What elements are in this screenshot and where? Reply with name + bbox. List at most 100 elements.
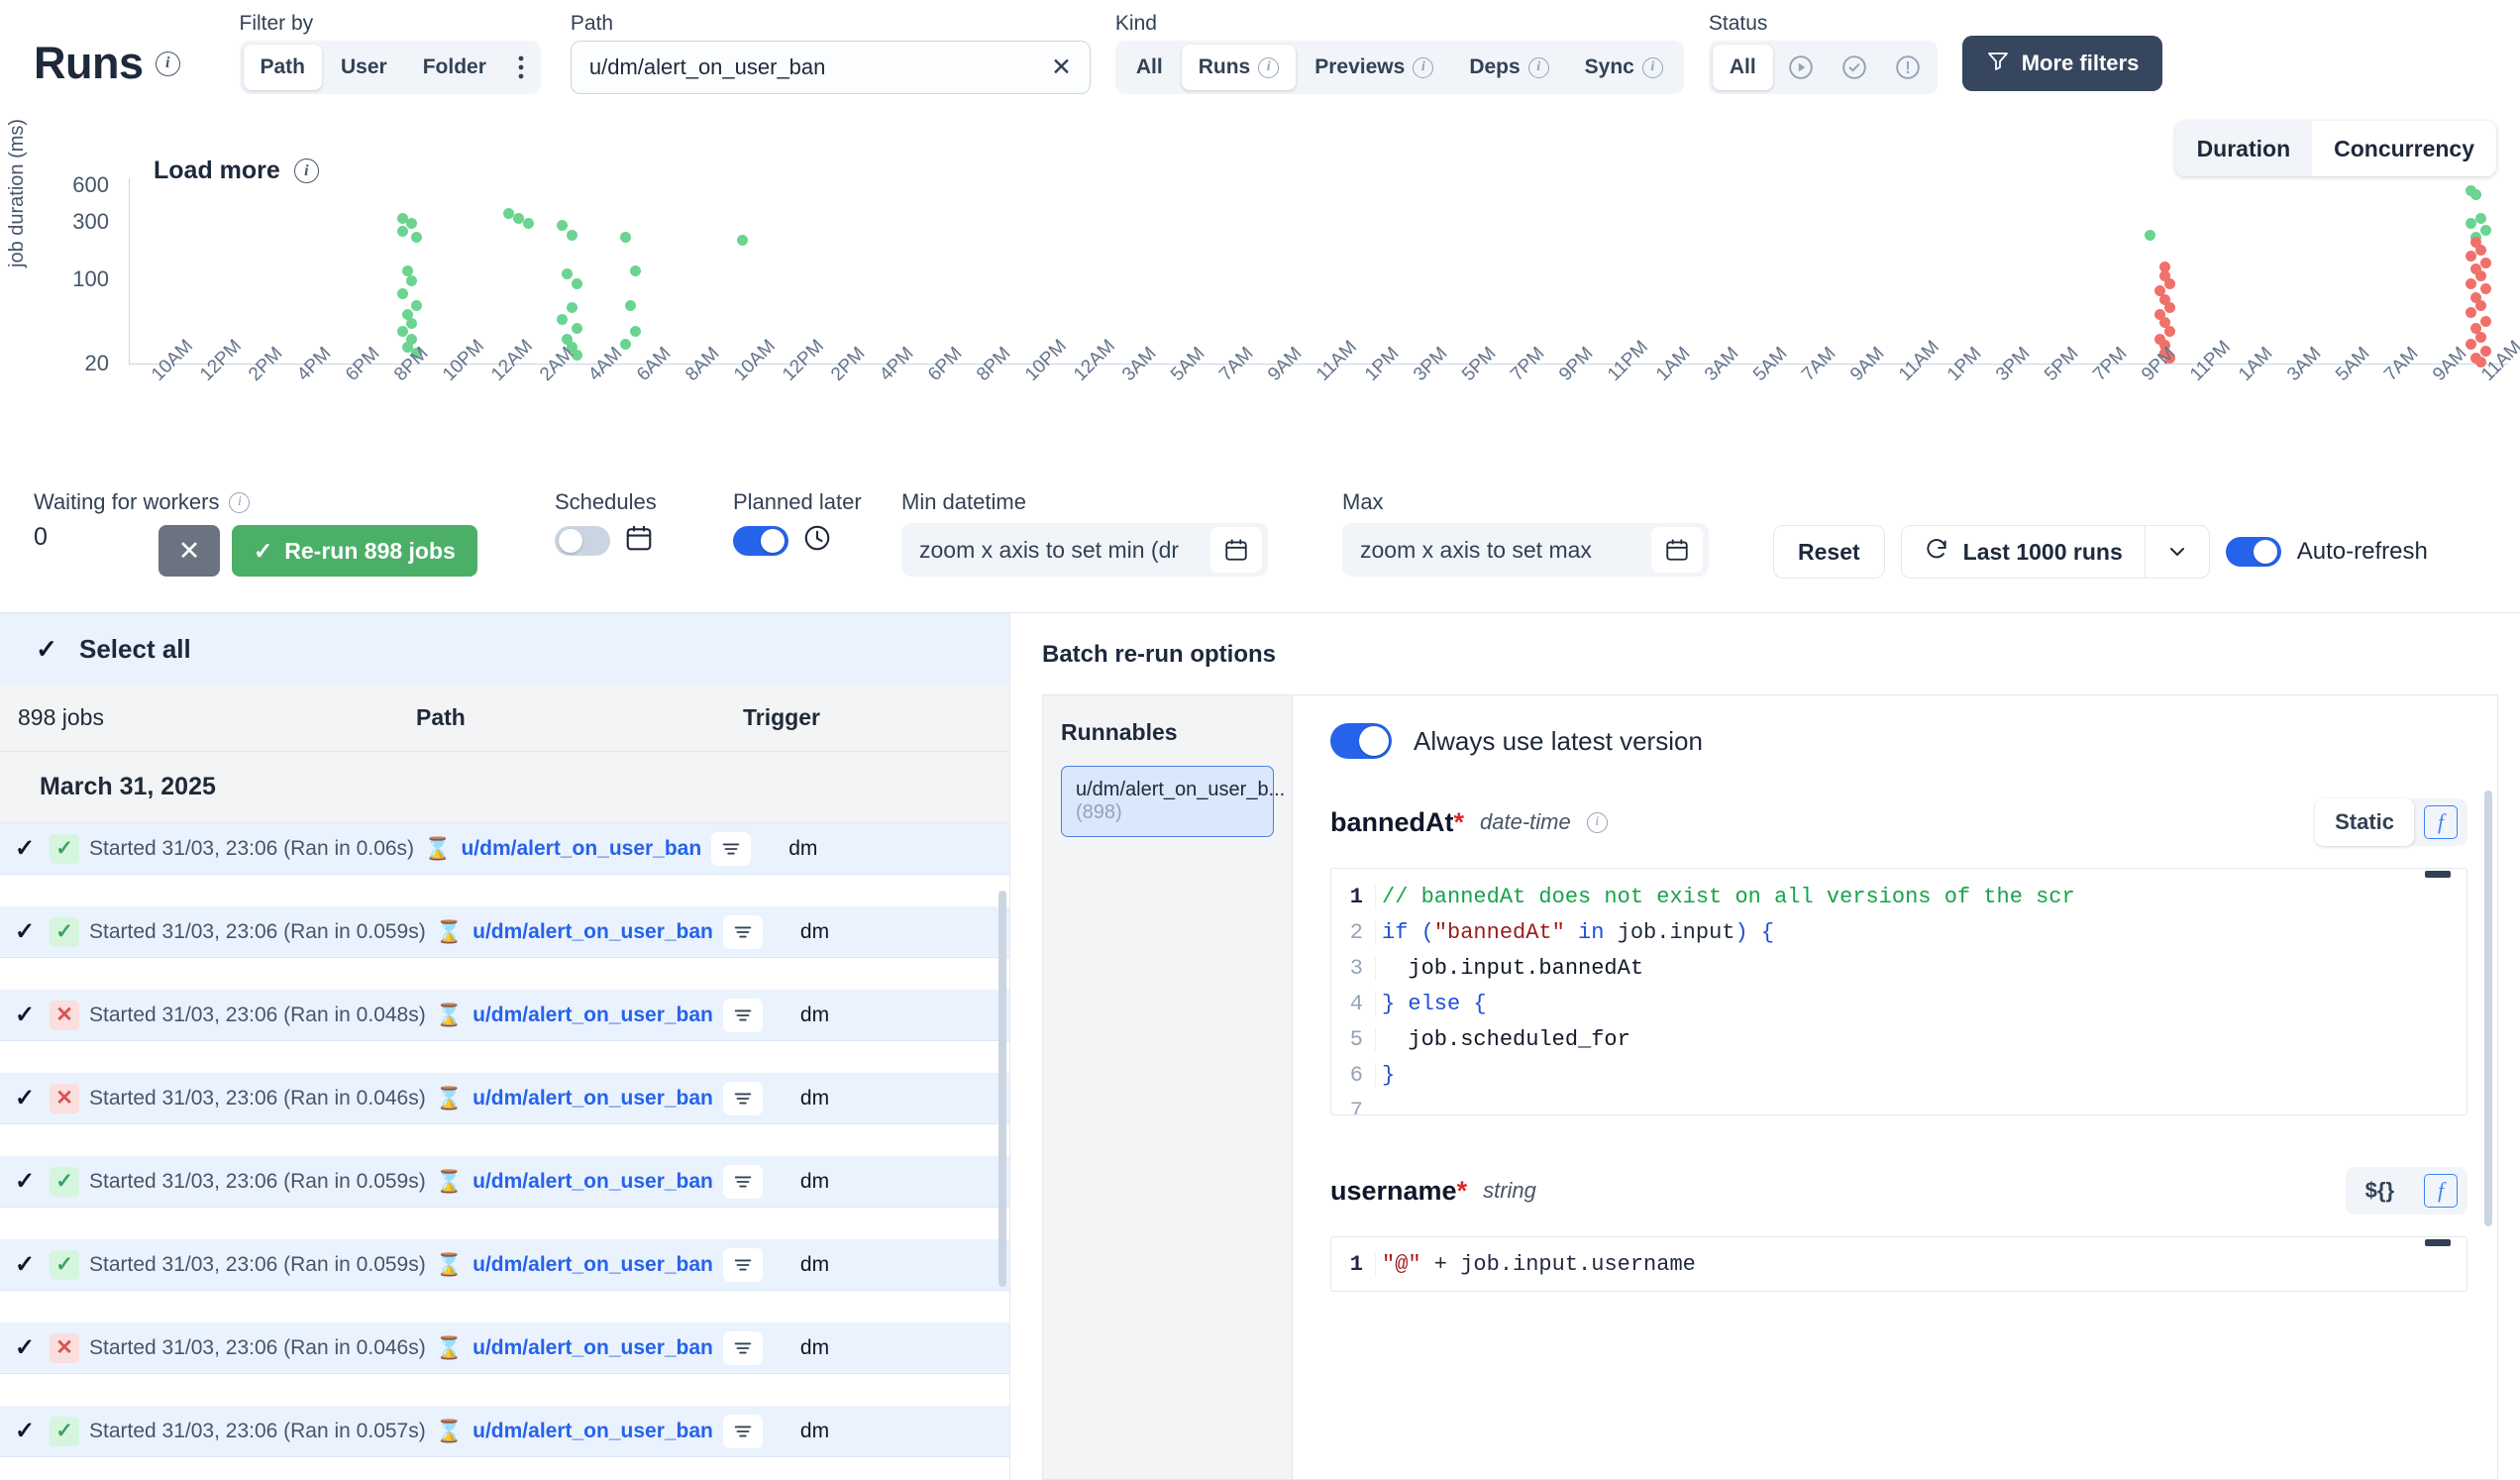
chart-point-failure[interactable]: [2469, 264, 2481, 275]
runnable-item[interactable]: u/dm/alert_on_user_b... (898): [1061, 766, 1285, 837]
chart-point-success[interactable]: [396, 326, 408, 338]
row-path-link[interactable]: u/dm/alert_on_user_ban: [472, 1252, 713, 1276]
status-failure-icon[interactable]: [1882, 45, 1934, 90]
max-datetime-input[interactable]: zoom x axis to set max: [1342, 523, 1709, 577]
chart-point-success[interactable]: [523, 217, 535, 229]
chart-point-success[interactable]: [406, 274, 418, 286]
row-checkbox[interactable]: ✓: [14, 1168, 36, 1195]
filter-by-option-path[interactable]: Path: [243, 45, 323, 91]
filter-icon[interactable]: [722, 1164, 763, 1199]
calendar-icon[interactable]: [624, 523, 654, 558]
chart-point-success[interactable]: [557, 313, 569, 325]
arg-username-template-chip[interactable]: ${}: [2364, 1178, 2394, 1203]
chart-point-success[interactable]: [396, 226, 408, 238]
kind-option-deps[interactable]: Deps i: [1452, 45, 1565, 90]
chart-point-failure[interactable]: [2479, 283, 2491, 295]
chart-point-success[interactable]: [572, 350, 583, 362]
status-success-icon[interactable]: [1829, 45, 1880, 90]
planned-later-toggle[interactable]: [733, 525, 788, 556]
always-latest-toggle[interactable]: [1330, 723, 1392, 759]
chart-point-success[interactable]: [2465, 217, 2476, 229]
row-checkbox[interactable]: ✓: [14, 1002, 36, 1028]
table-row[interactable]: ✓ ✓ Started 31/03, 23:06 (Ran in 0.057s) ⌛ u…: [0, 1406, 1009, 1457]
status-running-icon[interactable]: [1775, 45, 1827, 90]
chart-point-success[interactable]: [557, 219, 569, 231]
table-row[interactable]: ✓ ✓ Started 31/03, 23:06 (Ran in 0.059s) ⌛ u…: [0, 906, 1009, 958]
chart-point-success[interactable]: [396, 212, 408, 224]
chart-point-failure[interactable]: [2163, 352, 2175, 364]
info-icon[interactable]: i: [1413, 56, 1434, 78]
chart-point-success[interactable]: [406, 333, 418, 345]
table-row[interactable]: ✓ ✓ Started 31/03, 23:06 (Ran in 0.059s) ⌛ u…: [0, 1239, 1009, 1291]
chart-point-failure[interactable]: [2474, 357, 2486, 369]
chart-point-failure[interactable]: [2159, 269, 2171, 281]
chart-point-failure[interactable]: [2159, 317, 2171, 329]
chart-point-success[interactable]: [2145, 229, 2156, 241]
load-more-button[interactable]: Load more i: [154, 157, 319, 185]
row-path-link[interactable]: u/dm/alert_on_user_ban: [472, 1086, 713, 1110]
info-icon[interactable]: i: [155, 51, 180, 76]
kind-segmented[interactable]: All Runs i Previews i Deps i Sync i: [1114, 41, 1684, 95]
chart-point-failure[interactable]: [2159, 340, 2171, 352]
function-icon[interactable]: f: [2424, 805, 2458, 839]
row-checkbox[interactable]: ✓: [14, 1251, 36, 1278]
row-path-link[interactable]: u/dm/alert_on_user_ban: [472, 1335, 713, 1359]
row-checkbox[interactable]: ✓: [14, 1085, 36, 1111]
filter-icon[interactable]: [722, 1081, 763, 1115]
info-icon[interactable]: i: [229, 491, 251, 513]
chart-point-success[interactable]: [396, 288, 408, 300]
tab-duration[interactable]: Duration: [2174, 121, 2313, 176]
chart-point-failure[interactable]: [2469, 292, 2481, 304]
chart-point-success[interactable]: [736, 235, 748, 247]
chart-point-success[interactable]: [620, 231, 632, 243]
chart-point-failure[interactable]: [2474, 269, 2486, 281]
kind-option-all[interactable]: All: [1119, 45, 1180, 90]
path-input[interactable]: u/dm/alert_on_user_ban ✕: [570, 41, 1091, 95]
arg-bannedat-editor[interactable]: 1 // bannedAt does not exist on all versi…: [1330, 868, 2468, 1115]
chart-point-success[interactable]: [503, 208, 515, 220]
chart-point-success[interactable]: [629, 326, 641, 338]
arg-bannedat-mode-toggle[interactable]: Static f: [2315, 798, 2468, 846]
chart-point-success[interactable]: [2479, 225, 2491, 237]
arg-username-editor[interactable]: 1 "@" + job.input.username: [1330, 1236, 2468, 1292]
row-path-link[interactable]: u/dm/alert_on_user_ban: [461, 836, 702, 860]
cancel-button[interactable]: ✕: [158, 525, 220, 577]
chart-point-success[interactable]: [567, 229, 578, 241]
row-checkbox[interactable]: ✓: [14, 835, 36, 862]
filter-icon[interactable]: [722, 1330, 763, 1365]
chart-point-success[interactable]: [562, 267, 574, 279]
row-checkbox[interactable]: ✓: [14, 1334, 36, 1361]
chart-point-failure[interactable]: [2163, 301, 2175, 313]
chart-point-success[interactable]: [411, 348, 423, 360]
arg-username-mode-toggle[interactable]: ${} f: [2345, 1167, 2468, 1215]
chart-point-failure[interactable]: [2474, 300, 2486, 312]
info-icon[interactable]: i: [293, 159, 319, 183]
chart-point-success[interactable]: [562, 333, 574, 345]
close-icon[interactable]: ✕: [1050, 53, 1072, 81]
chart-point-success[interactable]: [401, 265, 413, 277]
chart-point-failure[interactable]: [2163, 326, 2175, 338]
chart-point-success[interactable]: [572, 323, 583, 335]
table-row[interactable]: ✓ ✓ Started 31/03, 23:06 (Ran in 0.06s) ⌛ u/…: [0, 823, 1009, 875]
chart-point-failure[interactable]: [2465, 251, 2476, 263]
chart-point-failure[interactable]: [2474, 244, 2486, 256]
info-icon[interactable]: i: [1258, 56, 1280, 78]
filter-by-option-user[interactable]: User: [324, 45, 404, 90]
editor-scroll-nub[interactable]: [2425, 871, 2451, 878]
filter-by-option-folder[interactable]: Folder: [406, 45, 503, 90]
chart-point-failure[interactable]: [2159, 262, 2171, 273]
table-row[interactable]: ✓ ✓ Started 31/03, 23:06 (Ran in 0.059s) ⌛ u…: [0, 1156, 1009, 1208]
kind-option-previews[interactable]: Previews i: [1298, 45, 1450, 90]
chart-point-success[interactable]: [411, 300, 423, 312]
chart-point-failure[interactable]: [2154, 285, 2166, 297]
chart-point-success[interactable]: [401, 309, 413, 321]
job-list-scrollbar[interactable]: [998, 613, 1007, 1480]
chart-point-failure[interactable]: [2154, 333, 2166, 345]
info-icon[interactable]: i: [1586, 811, 1608, 833]
kind-option-sync[interactable]: Sync i: [1568, 45, 1680, 90]
calendar-icon[interactable]: [1210, 527, 1262, 573]
table-row[interactable]: ✓ ✕ Started 31/03, 23:06 (Ran in 0.048s) ⌛ u…: [0, 990, 1009, 1041]
calendar-icon[interactable]: [1651, 527, 1703, 573]
info-icon[interactable]: i: [1527, 56, 1549, 78]
chart-point-failure[interactable]: [2159, 293, 2171, 305]
